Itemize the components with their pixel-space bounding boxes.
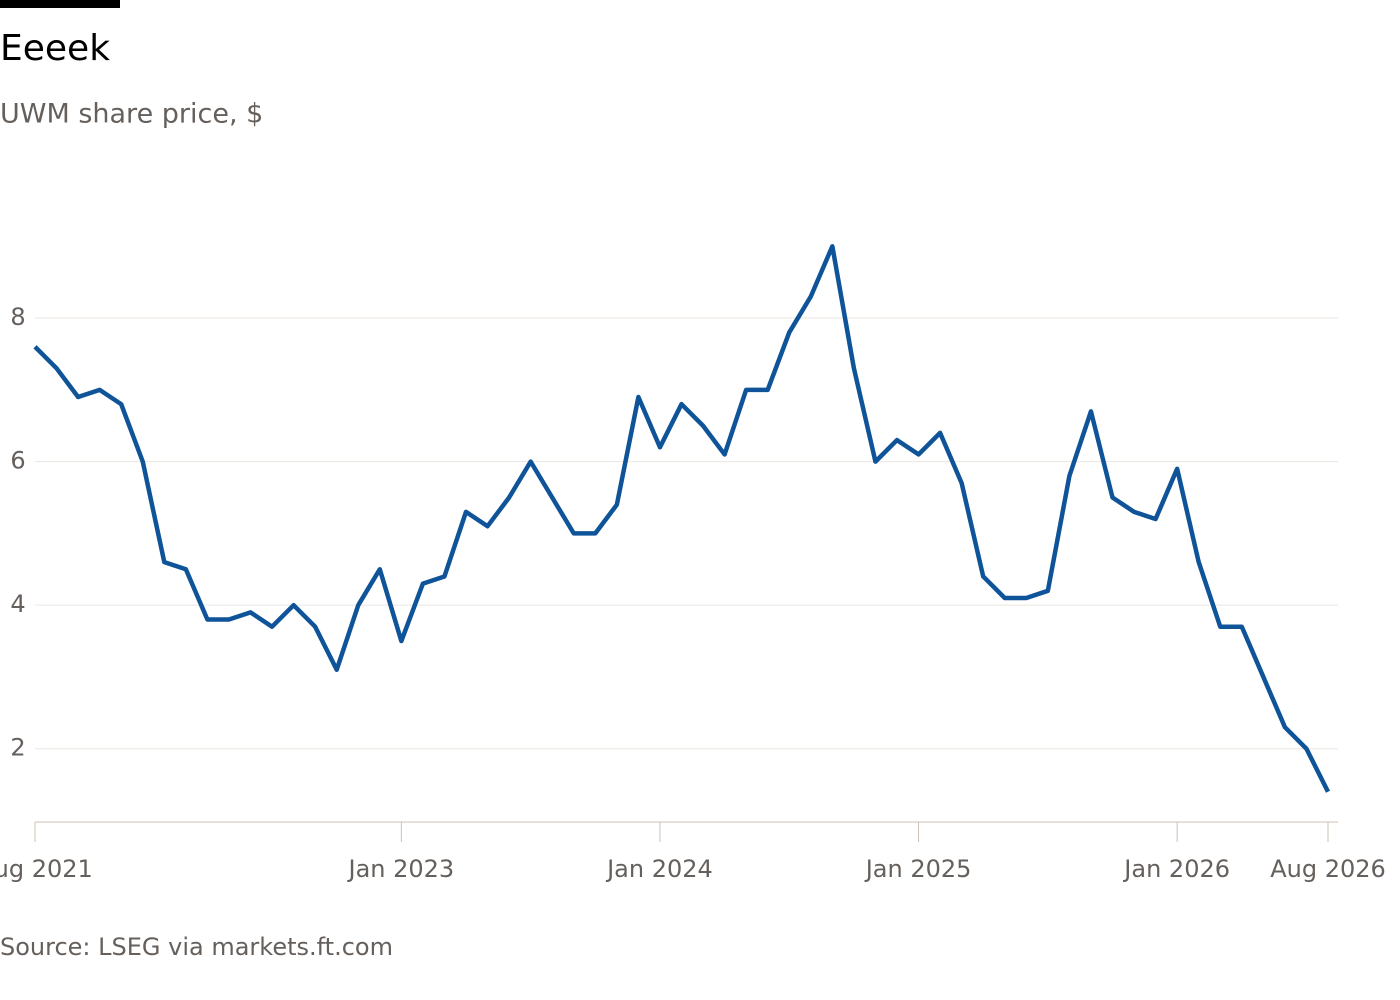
x-tick-label: Aug 2021 (0, 855, 93, 883)
chart-title: Eeeek (0, 28, 110, 69)
price-line (33, 244, 1331, 793)
y-tick-label: 6 (10, 447, 25, 475)
brand-bar (0, 0, 120, 8)
x-tick-label: Jan 2024 (605, 855, 713, 883)
x-tick-label: Aug 2026 (1270, 855, 1386, 883)
y-tick-label: 2 (10, 734, 25, 762)
y-tick-label: 4 (10, 590, 25, 618)
x-tick-label: Jan 2025 (864, 855, 972, 883)
source: Source: LSEG via markets.ft.com (0, 933, 393, 961)
x-tick-label: Jan 2023 (346, 855, 454, 883)
x-tick-label: Jan 2026 (1122, 855, 1230, 883)
y-tick-label: 8 (10, 303, 25, 331)
chart-subtitle: UWM share price, $ (0, 99, 263, 130)
